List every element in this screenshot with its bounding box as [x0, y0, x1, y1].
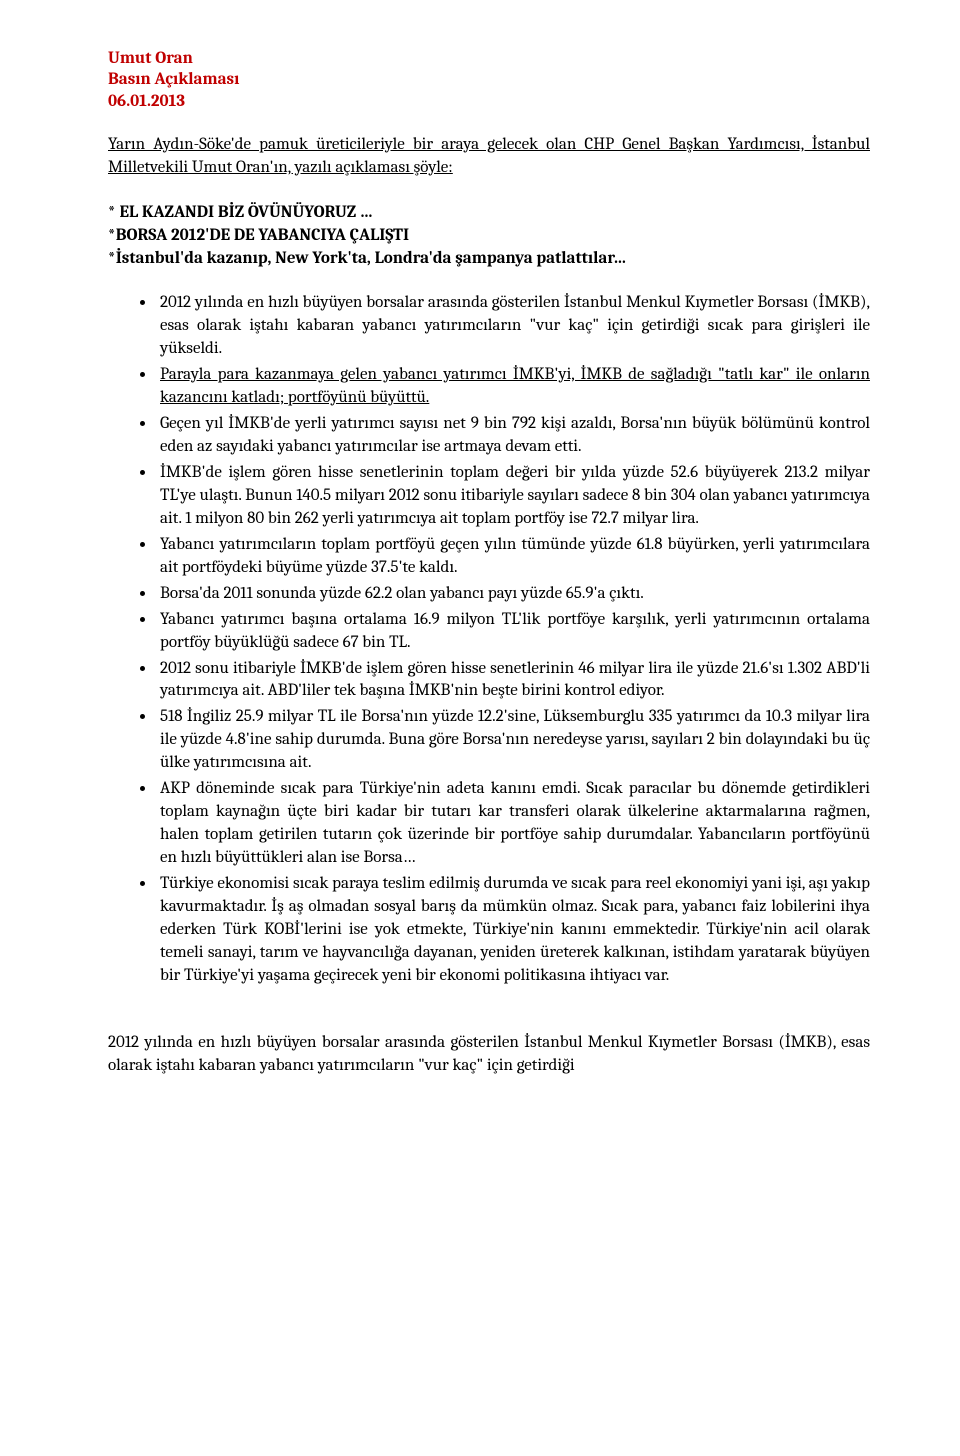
list-item: Borsa'da 2011 sonunda yüzde 62.2 olan ya… [156, 583, 870, 606]
doc-type: Basın Açıklaması [108, 69, 870, 90]
closing-paragraph: 2012 yılında en hızlı büyüyen borsalar a… [108, 1032, 870, 1078]
list-item: İMKB'de işlem gören hisse senetlerinin t… [156, 462, 870, 531]
subheadings: * EL KAZANDI BİZ ÖVÜNÜYORUZ … *BORSA 201… [108, 202, 870, 271]
list-item: 2012 yılında en hızlı büyüyen borsalar a… [156, 292, 870, 361]
subheading-1: * EL KAZANDI BİZ ÖVÜNÜYORUZ … [108, 202, 870, 225]
list-item: AKP döneminde sıcak para Türkiye'nin ade… [156, 778, 870, 870]
list-item: Parayla para kazanmaya gelen yabancı yat… [156, 364, 870, 410]
list-item: Yabancı yatırımcıların toplam portföyü g… [156, 534, 870, 580]
press-release-header: Umut Oran Basın Açıklaması 06.01.2013 [108, 48, 870, 112]
subheading-2: *BORSA 2012'DE DE YABANCIYA ÇALIŞTI [108, 225, 870, 248]
list-item: Geçen yıl İMKB'de yerli yatırımcı sayısı… [156, 413, 870, 459]
list-item: 2012 sonu itibariyle İMKB'de işlem gören… [156, 658, 870, 704]
bullet-list: 2012 yılında en hızlı büyüyen borsalar a… [108, 292, 870, 987]
list-item: Türkiye ekonomisi sıcak paraya teslim ed… [156, 873, 870, 988]
subheading-3: *İstanbul'da kazanıp, New York'ta, Londr… [108, 248, 870, 271]
list-item: 518 İngiliz 25.9 milyar TL ile Borsa'nın… [156, 706, 870, 775]
doc-date: 06.01.2013 [108, 91, 870, 112]
author-name: Umut Oran [108, 48, 870, 69]
list-item: Yabancı yatırımcı başına ortalama 16.9 m… [156, 609, 870, 655]
intro-paragraph: Yarın Aydın-Söke'de pamuk üreticileriyle… [108, 134, 870, 180]
document-page: Umut Oran Basın Açıklaması 06.01.2013 Ya… [0, 0, 960, 1118]
